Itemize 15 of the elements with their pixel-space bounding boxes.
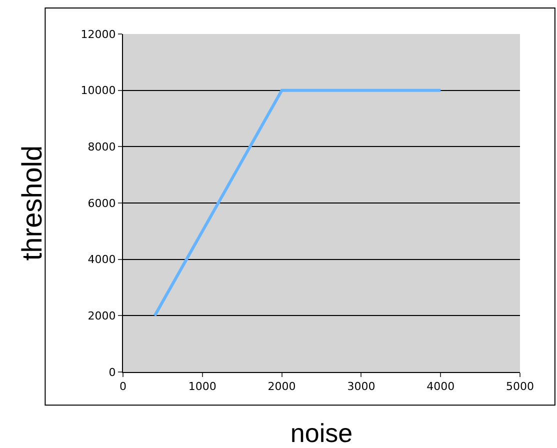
- y-tick-label: 6000: [88, 196, 116, 210]
- y-tick-label: 12000: [80, 28, 116, 41]
- x-tick-label: 1000: [188, 380, 216, 394]
- x-tick-label: 3000: [347, 380, 376, 394]
- x-axis-title: noise: [290, 418, 353, 448]
- y-axis-title: threshold: [16, 145, 48, 261]
- x-tick-label: 2000: [268, 380, 296, 394]
- x-tick-label: 0: [120, 380, 126, 394]
- y-tick-label: 2000: [88, 310, 116, 323]
- y-tick-label: 10000: [80, 84, 116, 98]
- x-tick-label: 5000: [506, 380, 534, 394]
- x-tick-label: 4000: [426, 380, 455, 394]
- y-tick-label: 8000: [88, 140, 116, 154]
- y-tick-label: 0: [108, 366, 116, 379]
- y-tick-label: 4000: [88, 253, 116, 266]
